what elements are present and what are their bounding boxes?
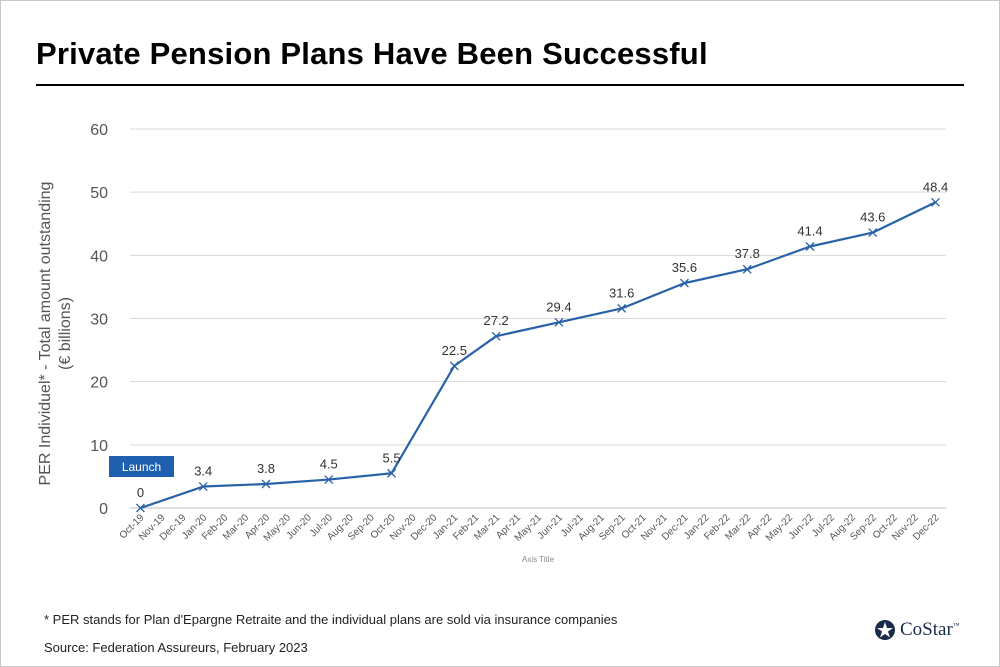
data-point-marker [449, 361, 459, 371]
y-tick-label: 10 [90, 438, 108, 455]
x-axis-title: Axis Title [522, 555, 555, 564]
y-axis-title: PER Individuel* - Total amount outstandi… [37, 182, 54, 486]
data-label: 3.8 [257, 461, 275, 476]
data-point-marker [931, 197, 940, 207]
y-tick-label: 40 [90, 248, 108, 265]
data-label: 0 [137, 485, 144, 500]
data-point-marker [261, 479, 271, 489]
y-axis-title: (€ billions) [57, 297, 74, 370]
data-label: 22.5 [442, 343, 467, 358]
data-label: 5.5 [382, 450, 400, 465]
costar-star-icon [875, 620, 895, 640]
data-label: 48.4 [923, 179, 948, 194]
data-point-marker [387, 468, 396, 478]
y-tick-label: 50 [90, 185, 108, 202]
data-point-marker [742, 264, 752, 274]
data-point-marker [136, 503, 145, 513]
line-chart: 0102030405060Oct-19Nov-19Dec-19Jan-20Feb… [37, 122, 948, 564]
data-point-marker [554, 317, 564, 327]
costar-logo: CoStar™ [874, 618, 960, 642]
data-point-marker [324, 475, 334, 485]
footnote: * PER stands for Plan d'Epargne Retraite… [44, 612, 618, 627]
y-tick-label: 60 [90, 122, 108, 139]
data-label: 3.4 [194, 464, 212, 479]
y-tick-label: 20 [90, 375, 108, 392]
data-label: 35.6 [672, 260, 697, 275]
data-label: 29.4 [546, 299, 571, 314]
series-line [140, 201, 937, 510]
y-tick-label: 0 [99, 501, 108, 518]
data-label: 27.2 [483, 313, 508, 328]
data-label: 41.4 [797, 223, 822, 238]
data-point-marker [198, 482, 208, 491]
data-label: 37.8 [735, 246, 760, 261]
data-point-marker [868, 228, 878, 238]
source-note: Source: Federation Assureurs, February 2… [44, 640, 308, 655]
data-point-marker [805, 242, 815, 251]
title-divider [36, 84, 964, 86]
data-point-marker [491, 331, 501, 341]
page-title: Private Pension Plans Have Been Successf… [36, 36, 708, 71]
launch-annotation-label: Launch [122, 460, 161, 474]
data-label: 31.6 [609, 285, 634, 300]
data-point-marker [617, 303, 627, 313]
data-label: 43.6 [860, 210, 885, 225]
launch-annotation-box [109, 456, 174, 477]
data-point-marker [680, 278, 689, 288]
logo-text: CoStar™ [900, 619, 960, 640]
data-label: 4.5 [320, 457, 338, 472]
y-tick-label: 30 [90, 312, 108, 329]
